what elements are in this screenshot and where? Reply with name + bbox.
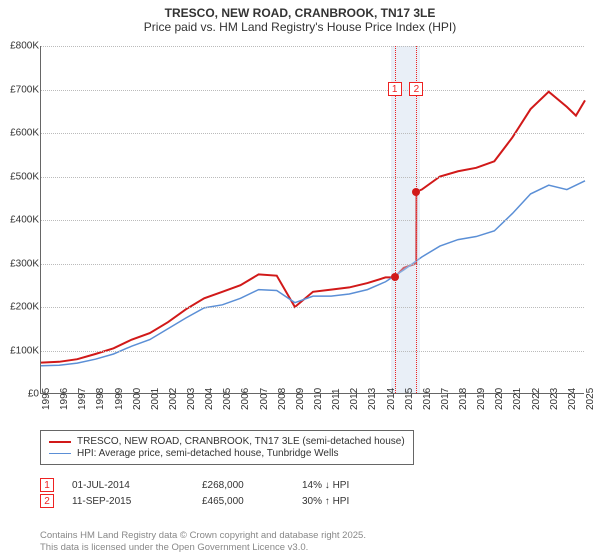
x-axis-label: 2024 (567, 388, 578, 410)
x-axis-label: 2019 (476, 388, 487, 410)
gridline (41, 307, 584, 308)
y-axis-label: £300K (3, 258, 39, 269)
x-axis-label: 2009 (295, 388, 306, 410)
y-axis-label: £500K (3, 171, 39, 182)
x-axis-label: 2018 (458, 388, 469, 410)
x-axis-label: 2004 (204, 388, 215, 410)
y-axis-label: £100K (3, 345, 39, 356)
legend-item: TRESCO, NEW ROAD, CRANBROOK, TN17 3LE (s… (49, 436, 405, 447)
sale-hpi-delta: 30% ↑ HPI (302, 496, 412, 507)
gridline (41, 133, 584, 134)
sale-date: 01-JUL-2014 (72, 480, 202, 491)
legend-item: HPI: Average price, semi-detached house,… (49, 448, 405, 459)
x-axis-label: 1998 (95, 388, 106, 410)
sale-marker: 1 (388, 82, 402, 96)
x-axis-label: 1995 (41, 388, 52, 410)
chart-title: TRESCO, NEW ROAD, CRANBROOK, TN17 3LE Pr… (0, 0, 600, 34)
sale-marker: 1 (40, 478, 54, 492)
x-axis-label: 2002 (168, 388, 179, 410)
x-axis-label: 2000 (132, 388, 143, 410)
footer-line2: This data is licensed under the Open Gov… (40, 542, 366, 554)
gridline (41, 90, 584, 91)
x-axis-label: 2007 (259, 388, 270, 410)
x-axis-label: 2020 (494, 388, 505, 410)
x-axis-label: 2017 (440, 388, 451, 410)
x-axis-label: 2006 (240, 388, 251, 410)
legend-swatch (49, 453, 71, 454)
sale-date: 11-SEP-2015 (72, 496, 202, 507)
chart-container: TRESCO, NEW ROAD, CRANBROOK, TN17 3LE Pr… (0, 0, 600, 560)
x-axis-label: 2001 (150, 388, 161, 410)
sales-table: 1 01-JUL-2014£268,00014% ↓ HPI 2 11-SEP-201… (40, 476, 412, 510)
x-axis-label: 1997 (77, 388, 88, 410)
title-line1: TRESCO, NEW ROAD, CRANBROOK, TN17 3LE (0, 6, 600, 20)
y-axis-label: £700K (3, 84, 39, 95)
x-axis-label: 2010 (313, 388, 324, 410)
x-axis-label: 2022 (531, 388, 542, 410)
legend: TRESCO, NEW ROAD, CRANBROOK, TN17 3LE (s… (40, 430, 414, 465)
sale-marker: 2 (40, 494, 54, 508)
y-axis-label: £200K (3, 302, 39, 313)
x-axis-label: 2011 (331, 388, 342, 410)
legend-swatch (49, 441, 71, 443)
y-axis-label: £600K (3, 128, 39, 139)
x-axis-label: 2016 (422, 388, 433, 410)
sale-dot (391, 273, 399, 281)
x-axis-label: 2025 (585, 388, 596, 410)
sale-marker: 2 (409, 82, 423, 96)
footer-attribution: Contains HM Land Registry data © Crown c… (40, 530, 366, 554)
gridline (41, 351, 584, 352)
legend-label: TRESCO, NEW ROAD, CRANBROOK, TN17 3LE (s… (77, 436, 405, 447)
x-axis-label: 2003 (186, 388, 197, 410)
y-axis-label: £0 (3, 389, 39, 400)
plot-area: £0£100K£200K£300K£400K£500K£600K£700K£80… (40, 46, 584, 394)
sale-record-row: 2 11-SEP-2015£465,00030% ↑ HPI (40, 494, 412, 508)
y-axis-label: £400K (3, 215, 39, 226)
title-line2: Price paid vs. HM Land Registry's House … (0, 20, 600, 34)
sale-price: £268,000 (202, 480, 302, 491)
series-line (41, 181, 585, 366)
event-vline (395, 46, 396, 393)
gridline (41, 220, 584, 221)
sale-price: £465,000 (202, 496, 302, 507)
gridline (41, 264, 584, 265)
x-axis-label: 2008 (277, 388, 288, 410)
x-axis-label: 2015 (404, 388, 415, 410)
x-axis-label: 2005 (222, 388, 233, 410)
gridline (41, 46, 584, 47)
sale-hpi-delta: 14% ↓ HPI (302, 480, 412, 491)
x-axis-label: 1999 (114, 388, 125, 410)
x-axis-label: 2023 (549, 388, 560, 410)
footer-line1: Contains HM Land Registry data © Crown c… (40, 530, 366, 542)
x-axis-label: 2021 (512, 388, 523, 410)
x-axis-label: 2012 (349, 388, 360, 410)
y-axis-label: £800K (3, 41, 39, 52)
event-vline (416, 46, 417, 393)
sale-dot (412, 188, 420, 196)
sale-record-row: 1 01-JUL-2014£268,00014% ↓ HPI (40, 478, 412, 492)
x-axis-label: 2013 (367, 388, 378, 410)
gridline (41, 177, 584, 178)
x-axis-label: 1996 (59, 388, 70, 410)
legend-label: HPI: Average price, semi-detached house,… (77, 448, 338, 459)
